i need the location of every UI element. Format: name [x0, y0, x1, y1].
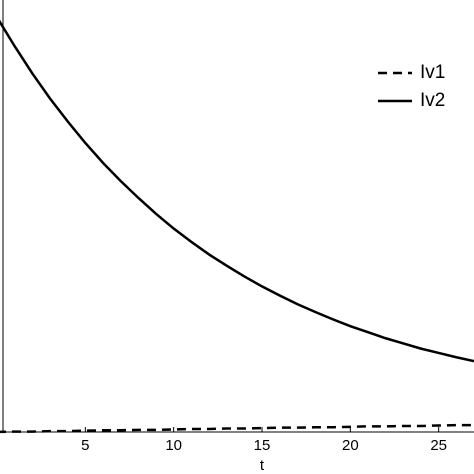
line-series — [0, 423, 474, 434]
x-tick-label: 10 — [165, 437, 182, 454]
legend-label: Iv2 — [420, 90, 445, 111]
x-tick-label: 20 — [342, 437, 359, 454]
x-axis-label: t — [260, 457, 265, 474]
x-tick-label: 5 — [81, 437, 89, 454]
x-tick-label: 25 — [430, 437, 447, 454]
line-series — [0, 19, 474, 363]
x-tick-label: 15 — [254, 437, 271, 454]
legend-label: Iv1 — [420, 62, 445, 83]
